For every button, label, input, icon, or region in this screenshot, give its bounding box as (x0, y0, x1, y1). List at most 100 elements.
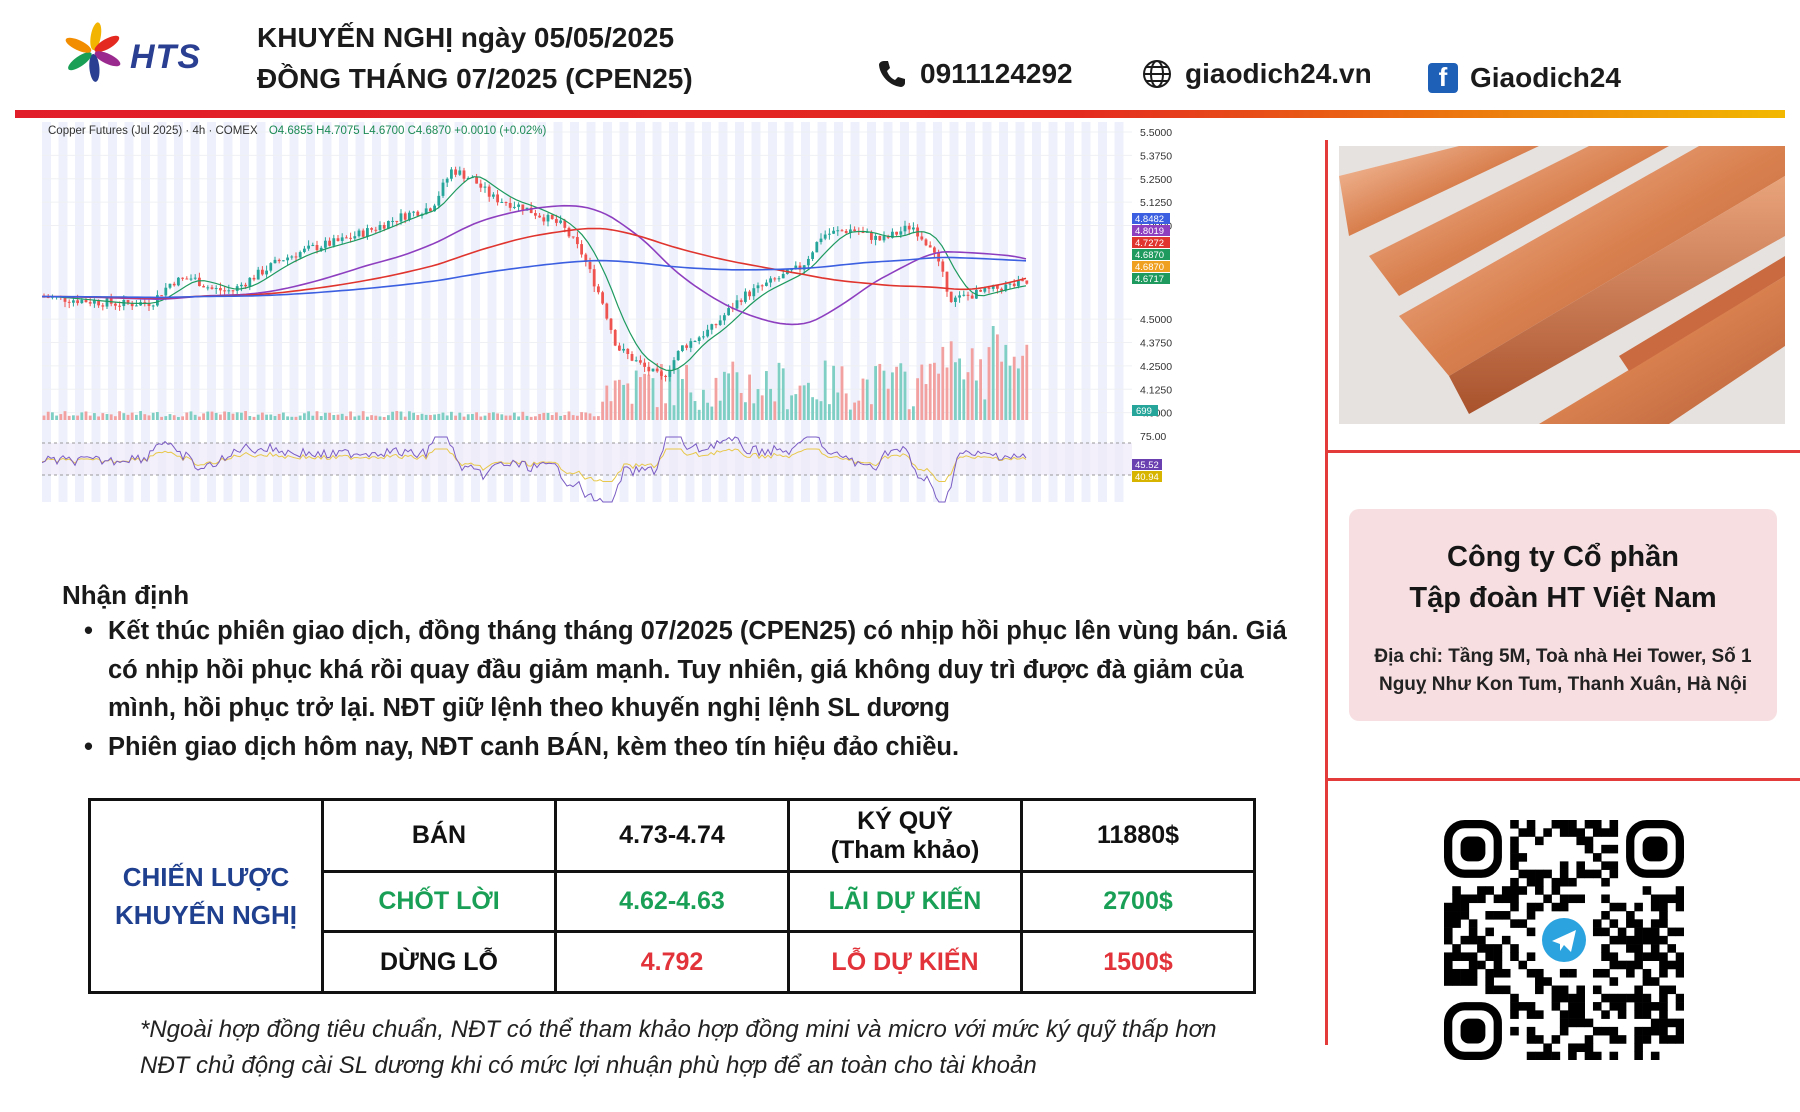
qr-module (1535, 869, 1544, 879)
volume-bar (214, 412, 218, 420)
candle-body (924, 239, 928, 246)
candle-body (151, 305, 155, 307)
session-band (933, 122, 942, 502)
volume-bar (387, 415, 390, 420)
volume-bar (857, 400, 861, 420)
volume-bar (51, 412, 54, 420)
strategy-label: CHIẾN LƯỢC KHUYẾN NGHỊ (88, 798, 324, 994)
qr-module (1568, 877, 1577, 887)
volume-bar (521, 411, 525, 420)
volume-bar (370, 415, 373, 420)
oscillator-signal-line (42, 448, 1027, 482)
volume-bar (777, 362, 781, 420)
qr-module (1493, 894, 1503, 904)
candle-body (874, 235, 877, 240)
qr-module (1609, 960, 1619, 970)
session-band (586, 122, 596, 502)
session-band (124, 122, 134, 502)
price-label: 4.8019 (1135, 226, 1164, 237)
volume-bar (361, 411, 365, 420)
volume-bar (811, 397, 814, 420)
candle-body (647, 366, 651, 372)
qr-module (1576, 836, 1585, 846)
candle-body (949, 291, 953, 302)
qr-module (1659, 993, 1668, 1003)
volume-bar (504, 415, 508, 420)
footnote-line1: *Ngoài hợp đồng tiêu chuẩn, NĐT có thể t… (140, 1016, 1217, 1043)
footnote: *Ngoài hợp đồng tiêu chuẩn, NĐT có thể t… (140, 1012, 1216, 1084)
qr-module (1576, 985, 1585, 995)
candle-body (912, 227, 915, 230)
volume-bar (366, 416, 369, 420)
qr-module (1584, 869, 1594, 879)
volume-bar (685, 364, 688, 420)
qr-module (1526, 820, 1536, 829)
phone-contact[interactable]: 0911124292 (876, 58, 1073, 90)
qr-module (1601, 1010, 1610, 1019)
qr-module (1617, 927, 1627, 937)
candle-body (357, 230, 361, 237)
volume-bar (399, 411, 403, 420)
qr-module (1559, 1018, 1569, 1028)
qr-module (1468, 894, 1478, 904)
volume-bar (781, 368, 785, 420)
volume-bar (710, 406, 714, 420)
session-band (718, 122, 728, 502)
volume-bar (794, 394, 798, 420)
qr-module (1584, 836, 1594, 846)
qr-module (1592, 869, 1602, 879)
margin-label-line2: (Tham khảo) (830, 835, 980, 864)
qr-module (1510, 853, 1519, 862)
session-band (405, 122, 414, 502)
qr-module (1650, 977, 1660, 986)
candle-body (177, 277, 180, 286)
candle-body (739, 300, 743, 302)
qr-module (1601, 968, 1610, 978)
candle-body (378, 224, 382, 231)
volume-bar (315, 411, 319, 420)
facebook-link[interactable]: f Giaodich24 (1428, 62, 1621, 94)
website-link[interactable]: giaodich24.vn (1141, 58, 1372, 90)
telegram-plane-icon (1552, 930, 1576, 952)
qr-module (1543, 894, 1552, 904)
volume-bar (156, 412, 159, 420)
volume-bar (748, 374, 751, 420)
volume-bar (849, 409, 852, 420)
session-band (570, 122, 579, 502)
volume-bar (303, 413, 306, 420)
volume-bar (345, 416, 348, 420)
session-band (520, 122, 530, 502)
candle-body (853, 229, 856, 232)
qr-module (1477, 944, 1486, 953)
volume-bar (861, 378, 865, 420)
candle-body (487, 186, 491, 197)
volume-bar (177, 416, 180, 420)
candle-body (899, 231, 903, 235)
oscillator-label: 45.52 (1135, 460, 1159, 471)
qr-module (1493, 960, 1503, 970)
volume-bar (702, 389, 705, 420)
qr-module (1634, 1026, 1643, 1036)
qr-module (1650, 1018, 1660, 1028)
candle-body (941, 261, 945, 272)
session-band (784, 122, 794, 502)
volume-bar (298, 415, 302, 420)
candle-body (261, 269, 264, 275)
volume-bar (206, 411, 210, 420)
volume-bar (697, 409, 701, 420)
session-band (207, 122, 216, 502)
oscillator-label: 40.94 (1135, 472, 1159, 483)
price-label: 4.6870 (1135, 262, 1164, 273)
qr-module (1576, 1002, 1585, 1011)
session-band (1114, 122, 1124, 502)
qr-module (1675, 1002, 1684, 1011)
volume-bar (517, 416, 520, 420)
candle-body (609, 318, 613, 330)
volume-bar (529, 416, 533, 420)
qr-module (1642, 1002, 1652, 1011)
volume-bar (899, 363, 903, 420)
volume-bar (954, 362, 957, 420)
qr-code[interactable] (1444, 820, 1684, 1060)
volume-bar (584, 412, 588, 420)
session-band (157, 122, 167, 502)
